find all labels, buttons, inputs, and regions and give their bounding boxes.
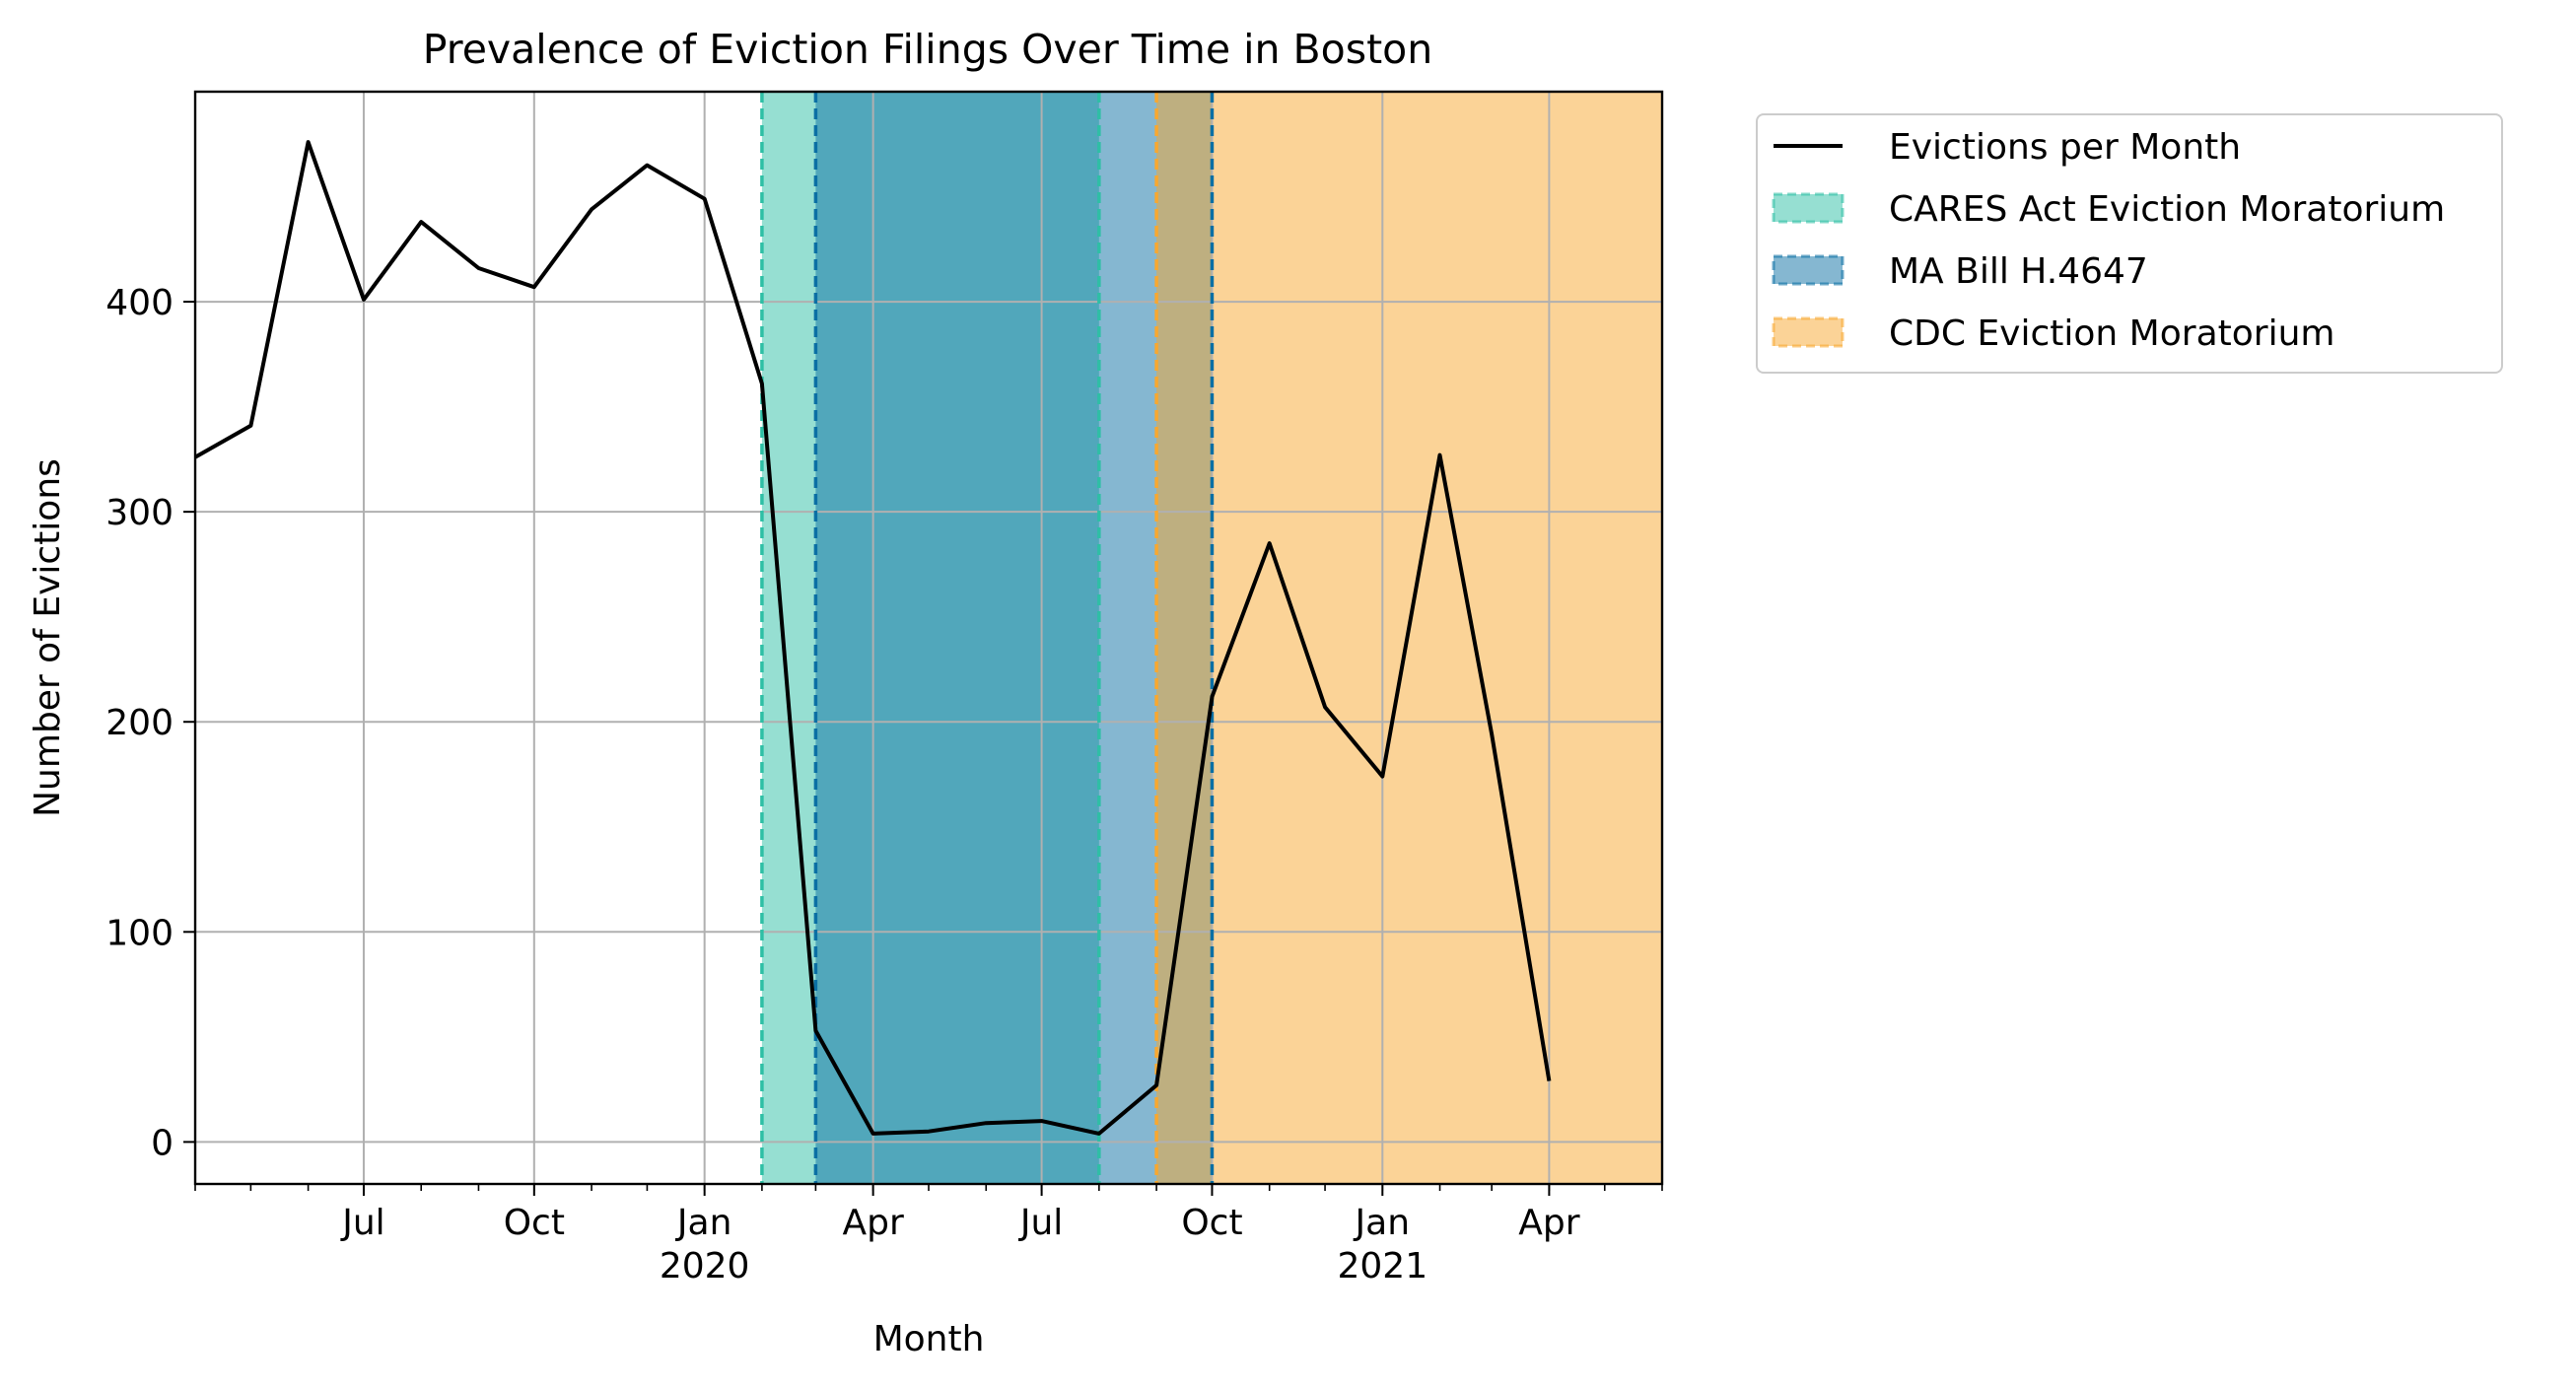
period-boundary-lines: [760, 92, 1215, 1184]
grid-lines: [195, 92, 1662, 1184]
x-tick-label: Apr: [842, 1203, 903, 1243]
x-tick-label: Jul: [340, 1203, 384, 1243]
legend-label: CDC Eviction Moratorium: [1889, 313, 2334, 354]
x-tick-label: Jan: [675, 1203, 732, 1243]
x-tick-label: Oct: [504, 1203, 565, 1243]
y-tick-label: 100: [105, 913, 174, 953]
y-tick-label: 400: [105, 283, 174, 323]
legend-label: Evictions per Month: [1889, 127, 2241, 168]
x-tick-label: Jul: [1018, 1203, 1063, 1243]
legend-box: [1756, 113, 2503, 374]
chart-title: Prevalence of Eviction Filings Over Time…: [423, 26, 1433, 73]
x-axis-label: Month: [873, 1319, 985, 1359]
legend-label: MA Bill H.4647: [1889, 251, 2148, 292]
x-tick-label: Oct: [1181, 1203, 1242, 1243]
y-axis-label: Number of Evictions: [28, 458, 68, 817]
shaded-period-2: [815, 92, 1213, 1184]
legend-label: CARES Act Eviction Moratorium: [1889, 189, 2445, 230]
x-tick-year-label: 2021: [1337, 1246, 1427, 1286]
shaded-periods: [761, 92, 1662, 1184]
legend: Evictions per Month CARES Act Eviction Mo…: [1756, 113, 2503, 374]
x-tick-year-label: 2020: [660, 1246, 750, 1286]
x-tick-label: Jan: [1354, 1203, 1411, 1243]
y-tick-label: 200: [105, 703, 174, 743]
x-tick-label: Apr: [1518, 1203, 1579, 1243]
legend-patch-swatch: [1772, 192, 1845, 224]
y-tick-label: 0: [151, 1123, 174, 1163]
shaded-period-3: [1156, 92, 1662, 1184]
series-lines: [194, 140, 1552, 1136]
y-tick-label: 300: [105, 493, 174, 533]
legend-patch-swatch: [1772, 316, 1845, 348]
legend-patch-swatch: [1772, 254, 1845, 286]
y-axis: 0 100 200 300 400: [105, 283, 195, 1163]
plot-area: [193, 90, 1664, 1186]
